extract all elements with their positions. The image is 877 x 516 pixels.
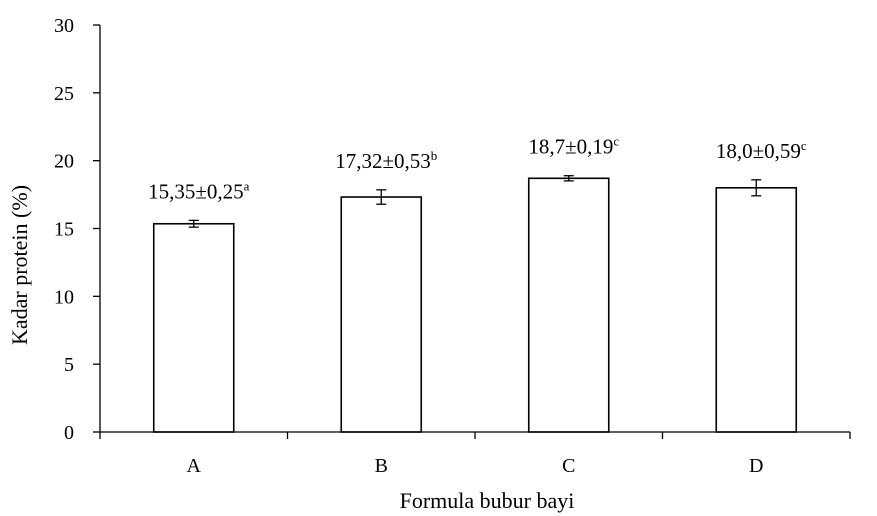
x-axis-ticks: A B C D: [99, 432, 851, 477]
y-axis-ticks: 0 5 10 15 20 25 30: [54, 15, 100, 444]
y-tick-label: 30: [54, 15, 74, 37]
bar-D: [715, 187, 798, 433]
error-bar-A: [188, 219, 199, 228]
x-tick-label: B: [375, 455, 388, 477]
error-bar-B: [376, 189, 387, 205]
data-label-C: 18,7±0,19c: [528, 134, 619, 159]
bar-C: [527, 177, 610, 433]
data-label-A: 15,35±0,25a: [148, 178, 250, 203]
y-tick-label: 15: [54, 219, 74, 241]
bars: [152, 177, 798, 433]
y-axis-title: Kadar protein (%): [7, 185, 32, 345]
x-tick-label: D: [749, 455, 763, 477]
data-labels: 15,35±0,25a 17,32±0,53b 18,7±0,19c 18,0±0,5…: [148, 134, 807, 204]
x-axis-title: Formula bubur bayi: [400, 488, 575, 513]
y-tick-label: 20: [54, 151, 74, 173]
x-tick-label: A: [187, 455, 202, 477]
y-tick-label: 5: [64, 354, 74, 376]
data-label-D: 18,0±0,59c: [716, 138, 807, 163]
error-bars: [188, 175, 762, 228]
x-tick-label: C: [562, 455, 575, 477]
y-tick-label: 0: [64, 422, 74, 444]
bar-B: [340, 196, 423, 433]
bar-A: [152, 222, 235, 433]
error-bar-D: [751, 179, 762, 197]
y-tick-label: 10: [54, 286, 74, 308]
y-tick-label: 25: [54, 83, 74, 105]
data-label-B: 17,32±0,53b: [335, 148, 437, 173]
error-bar-C: [563, 175, 574, 182]
